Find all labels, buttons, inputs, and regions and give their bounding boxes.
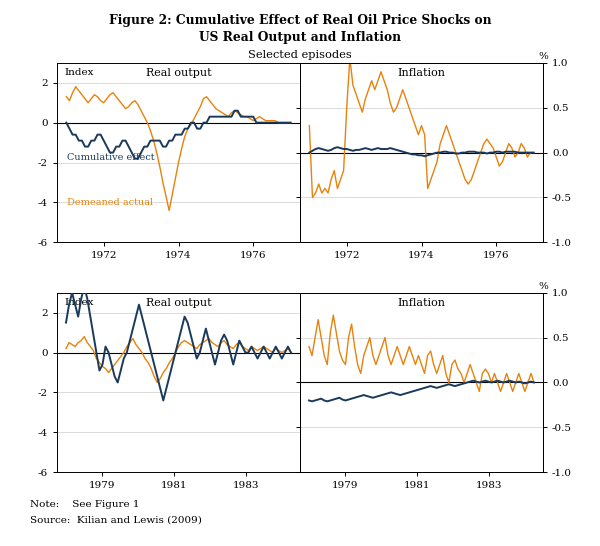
Text: Inflation: Inflation [398,298,445,308]
Text: Real output: Real output [146,68,211,78]
Text: Index: Index [64,298,94,307]
Text: Source:  Kilian and Lewis (2009): Source: Kilian and Lewis (2009) [30,516,202,525]
Text: %: % [538,52,548,61]
Text: Inflation: Inflation [398,68,445,78]
Text: Index: Index [64,68,94,77]
Text: %: % [538,282,548,291]
Text: Demeaned actual: Demeaned actual [67,198,153,207]
Text: Note:    See Figure 1: Note: See Figure 1 [30,500,139,508]
Text: Selected episodes: Selected episodes [248,50,352,60]
Text: US Real Output and Inflation: US Real Output and Inflation [199,31,401,44]
Text: Figure 2: Cumulative Effect of Real Oil Price Shocks on: Figure 2: Cumulative Effect of Real Oil … [109,14,491,27]
Text: Cumulative effect: Cumulative effect [67,153,154,163]
Text: Real output: Real output [146,298,211,308]
